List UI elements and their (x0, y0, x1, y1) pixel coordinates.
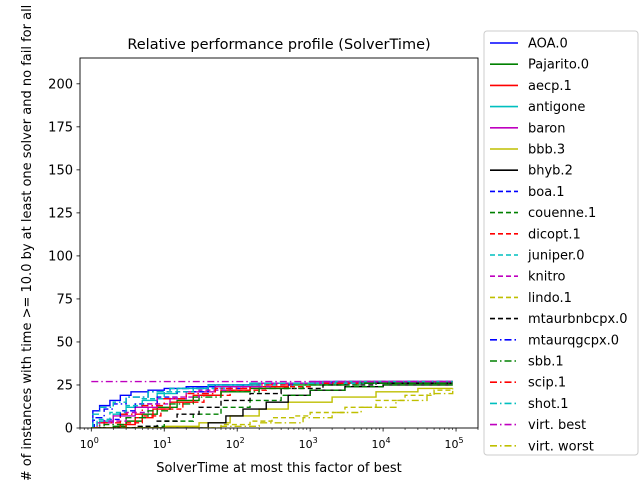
x-tick-label: 103 (299, 436, 318, 451)
legend-label-2: aecp.1 (528, 79, 572, 94)
x-axis: 100 101 102 103 104 105 (79, 428, 479, 451)
x-tick-label: 104 (372, 436, 391, 451)
series-line-13 (91, 382, 453, 428)
x-tick-label: 101 (153, 436, 172, 451)
legend-label-4: baron (528, 121, 565, 136)
series-line-15 (91, 382, 453, 428)
legend-label-16: scip.1 (528, 376, 566, 391)
series-line-8 (91, 384, 453, 428)
legend-entries: AOA.0 Pajarito.0 aecp.1 antigone baron bbb.3 b… (490, 37, 628, 454)
x-tick-label: 105 (444, 436, 463, 451)
y-axis: 0 25 50 75 100 125 150 175 200 (48, 77, 80, 437)
legend-label-9: dicopt.1 (528, 227, 581, 242)
legend-label-12: lindo.1 (528, 291, 572, 306)
y-tick-label: 50 (56, 335, 73, 350)
legend-label-8: couenne.1 (528, 206, 596, 221)
y-axis-label: # of instances with time >= 10.0 by at l… (20, 5, 35, 480)
plot-area (79, 57, 479, 429)
legend-label-10: juniper.0 (527, 249, 585, 264)
legend-frame (483, 30, 639, 456)
legend-label-11: knitro (528, 270, 566, 285)
legend-label-19: virt. worst (528, 439, 594, 454)
series-line-10 (91, 382, 453, 428)
legend-label-15: sbb.1 (528, 355, 564, 370)
plot-frame (79, 57, 479, 429)
legend-label-1: Pajarito.0 (528, 58, 589, 73)
y-tick-label: 200 (48, 77, 73, 92)
series-line-6 (91, 384, 453, 428)
legend-label-13: mtaurbnbcpx.0 (528, 312, 628, 327)
x-tick-label: 102 (226, 436, 245, 451)
legend: AOA.0 Pajarito.0 aecp.1 antigone baron bbb.3 b… (483, 30, 639, 456)
legend-label-3: antigone (528, 100, 585, 115)
legend-label-6: bhyb.2 (528, 164, 573, 179)
y-tick-label: 125 (48, 206, 73, 221)
series-line-19 (91, 388, 454, 428)
y-tick-label: 175 (48, 120, 73, 135)
series-layer (91, 380, 454, 428)
x-tick-label: 100 (80, 436, 99, 451)
legend-label-14: mtaurqgcpx.0 (528, 333, 619, 348)
series-line-12 (91, 388, 454, 428)
legend-label-18: virt. best (528, 418, 586, 433)
y-tick-label: 25 (56, 378, 73, 393)
series-line-17 (91, 380, 453, 428)
x-axis-label: SolverTime at most this factor of best (156, 461, 401, 476)
y-tick-label: 100 (48, 249, 73, 264)
y-tick-label: 75 (56, 292, 73, 307)
legend-label-5: bbb.3 (528, 143, 565, 158)
legend-label-0: AOA.0 (528, 37, 568, 52)
legend-label-7: boa.1 (528, 185, 565, 200)
legend-label-17: shot.1 (528, 397, 568, 412)
series-line-5 (91, 387, 453, 428)
chart-title: Relative performance profile (SolverTime… (127, 37, 430, 53)
y-tick-label: 0 (65, 422, 73, 437)
y-tick-label: 150 (48, 163, 73, 178)
